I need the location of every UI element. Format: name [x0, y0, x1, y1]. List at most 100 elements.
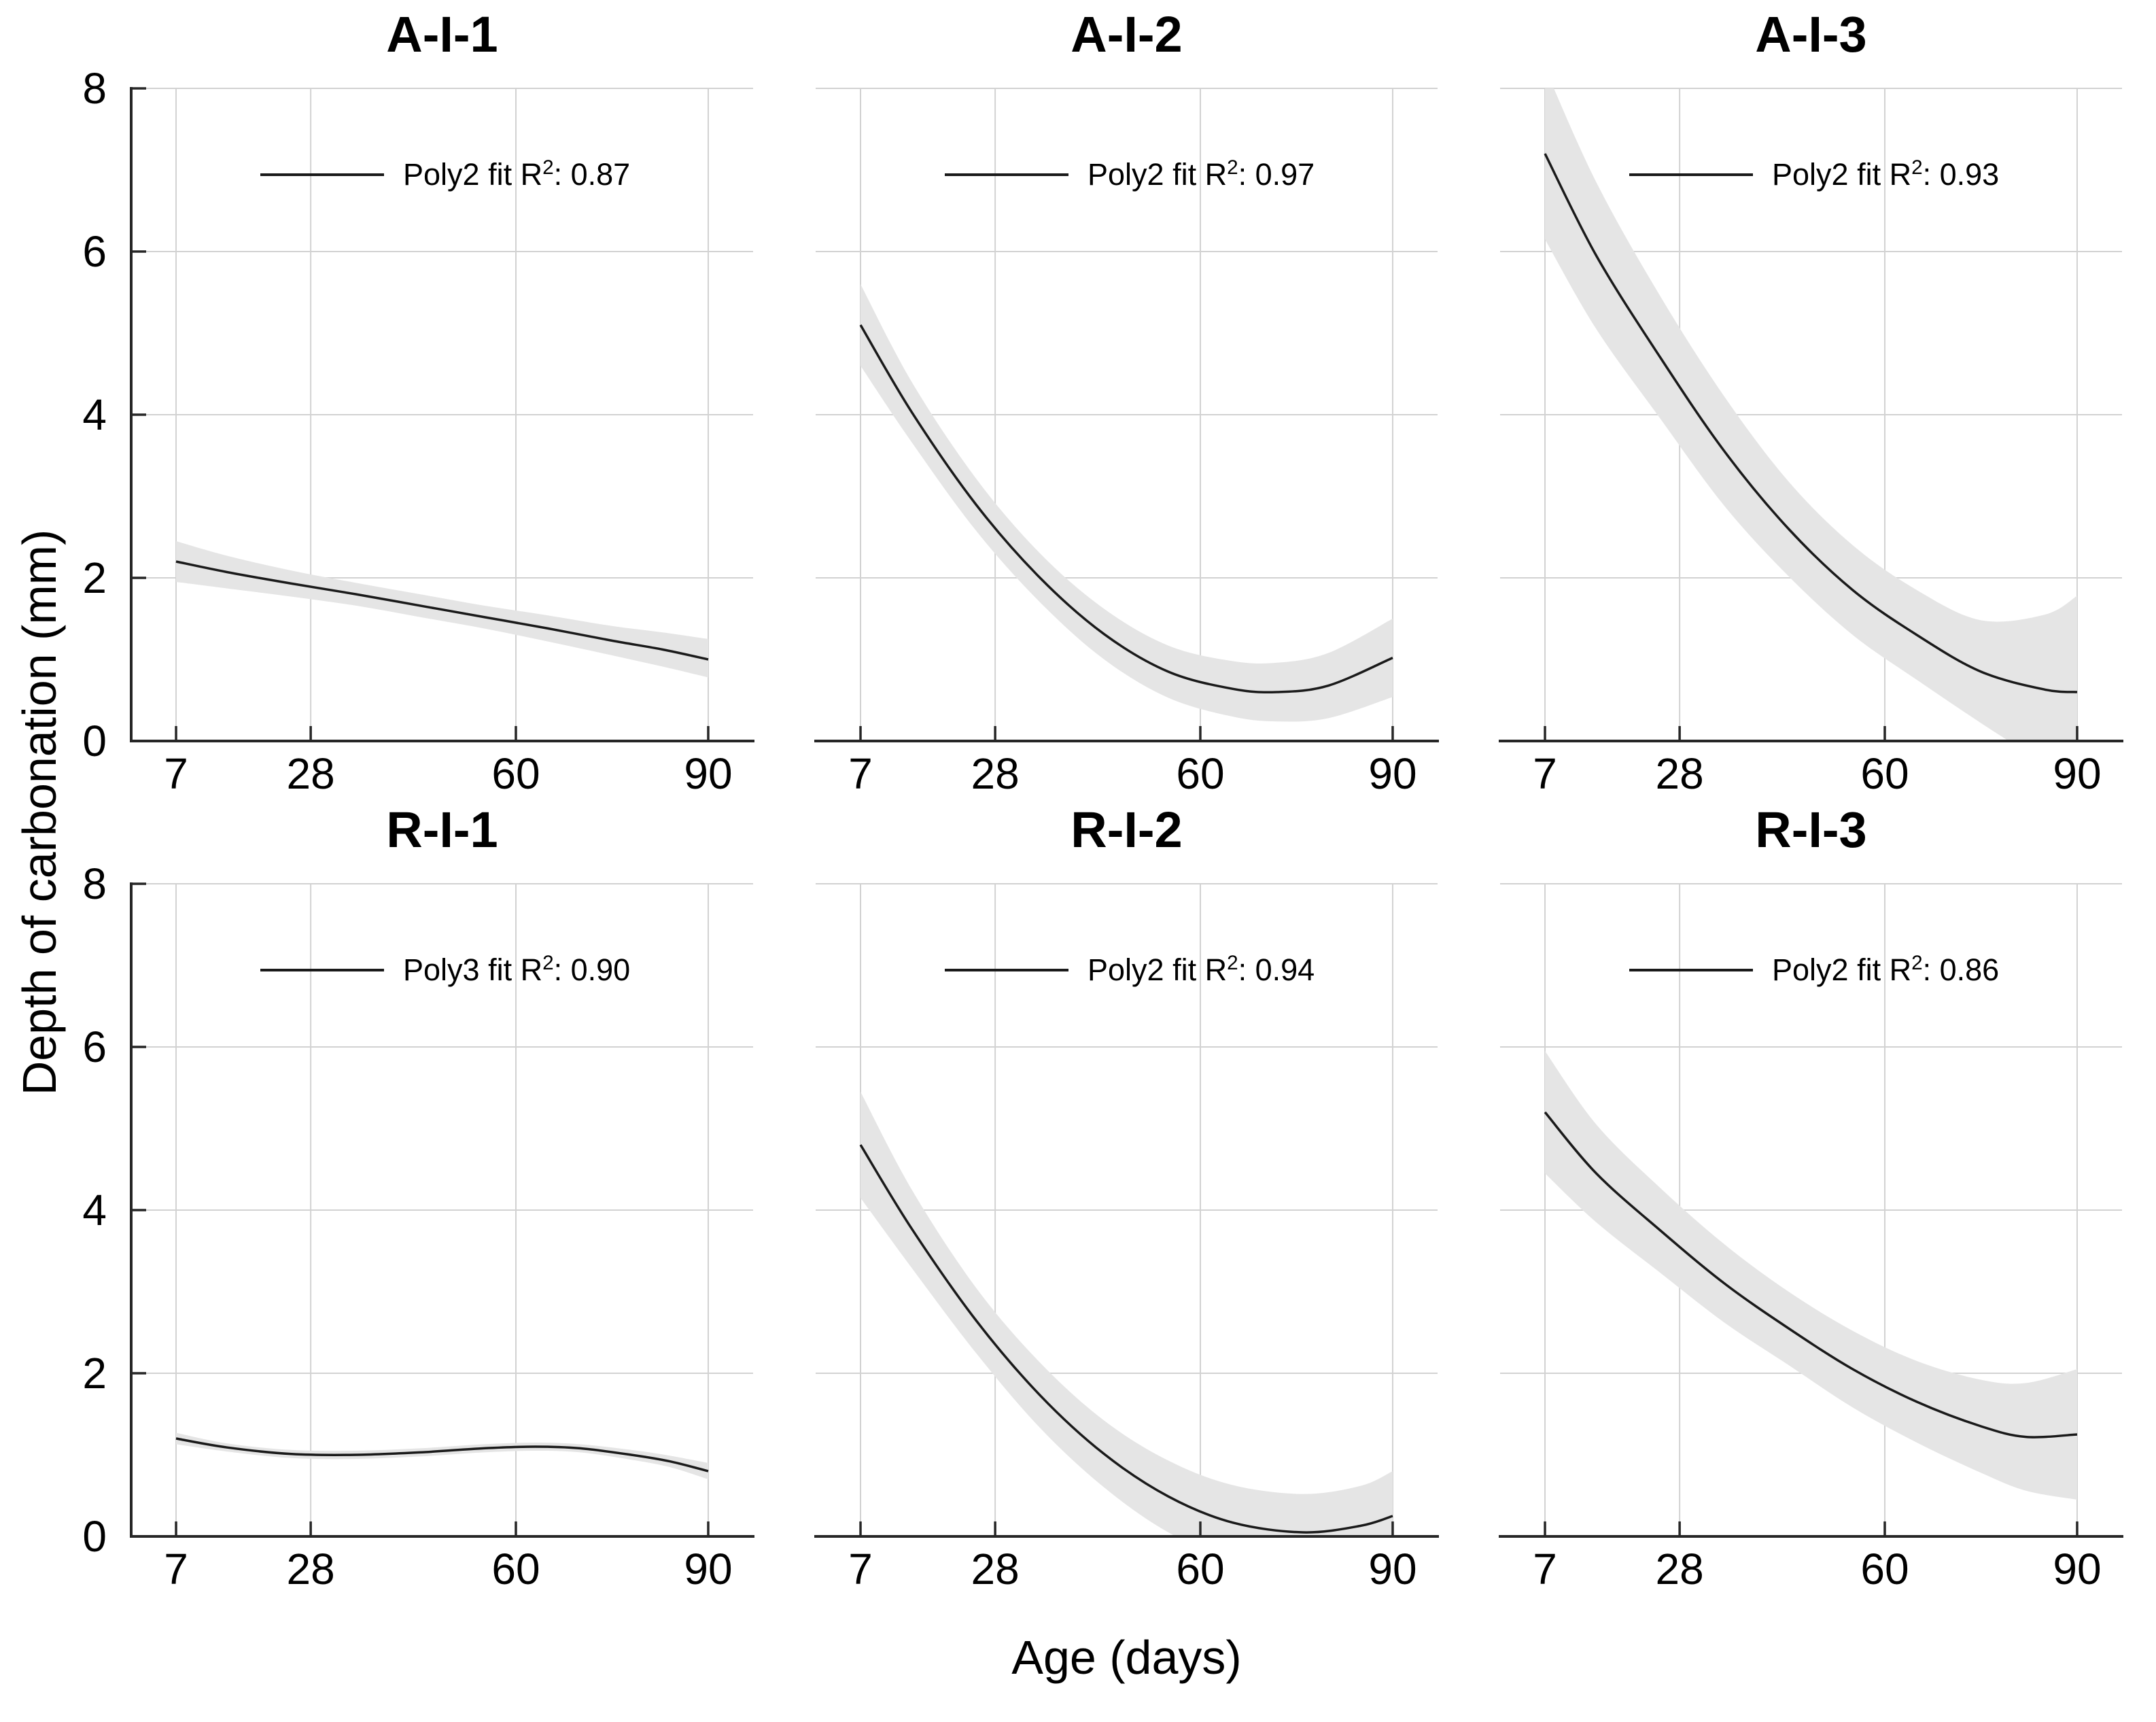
legend-label-text: Poly3 fit R: [403, 952, 543, 987]
legend-label-text: Poly2 fit R: [1772, 157, 1912, 192]
fit-line-legend-swatch: [945, 968, 1068, 971]
x-tick-label: 60: [1176, 1545, 1225, 1594]
subplot-r-i-2: R-I-2 Poly2 fit R2: 0.94 7 28 60 90: [814, 805, 1439, 1591]
fit-line-legend-swatch: [945, 173, 1068, 176]
y-tick-label: 2: [82, 1349, 107, 1398]
fit-line: [175, 1437, 709, 1473]
subplot-title: R-I-3: [1755, 802, 1867, 858]
confidence-band: [176, 1432, 708, 1479]
y-tick-label: 8: [82, 859, 107, 908]
subplot-r-i-1: R-I-1 Poly3 fit R2: 0.90 7 28 60 90 0 2 4 6 8: [82, 805, 754, 1591]
x-tick-label: 7: [1533, 749, 1557, 798]
plot-area: [1499, 883, 2123, 1538]
legend-label-sup: 2: [1911, 156, 1923, 179]
fit-line: [859, 1144, 1393, 1534]
confidence-band: [860, 284, 1393, 722]
x-tick-label: 7: [848, 749, 873, 798]
legend-label-text: Poly2 fit R: [403, 157, 543, 192]
subplot-a-i-3: A-I-3 Poly2 fit R2: 0.93 7 28 60 90: [1499, 10, 2123, 795]
y-tick-label: 4: [82, 390, 107, 439]
fit-line-legend-swatch: [260, 968, 384, 971]
x-tick-label: 60: [491, 1545, 540, 1594]
subplot-a-i-1: A-I-1 Poly2 fit R2: 0.87 7 28 60 90 0 2 4 6 8: [82, 10, 754, 795]
tick-marks: [131, 87, 710, 742]
x-tick-label: 28: [971, 749, 1020, 798]
legend-label-sup: 2: [1911, 952, 1923, 974]
x-tick-label: 7: [164, 749, 188, 798]
x-axis-label: Age (days): [1011, 1631, 1242, 1684]
x-tick-label: 90: [684, 1545, 733, 1594]
fit-line-legend-swatch: [1629, 968, 1753, 971]
fit-line: [859, 324, 1393, 694]
y-tick-label: 0: [82, 1512, 107, 1561]
fit-line: [175, 560, 709, 661]
legend-label-tail: : 0.94: [1238, 952, 1315, 987]
legend-label-tail: : 0.87: [553, 157, 631, 192]
legend-label: Poly2 fit R2: 0.93: [1772, 156, 2000, 192]
tick-marks: [1544, 1521, 2079, 1536]
legend: Poly3 fit R2: 0.90: [260, 952, 630, 987]
legend: Poly2 fit R2: 0.86: [1629, 952, 2000, 987]
legend: Poly2 fit R2: 0.94: [945, 952, 1315, 987]
legend-label-sup: 2: [542, 952, 554, 974]
fit-line: [1544, 153, 2078, 693]
x-tick-label: 90: [2053, 749, 2102, 798]
legend-label-sup: 2: [1227, 156, 1238, 179]
fit-line: [1544, 1111, 2078, 1439]
x-tick-label: 28: [286, 1545, 335, 1594]
legend-label: Poly2 fit R2: 0.94: [1088, 952, 1315, 987]
y-tick-label: 4: [82, 1186, 107, 1235]
x-tick-label: 90: [2053, 1545, 2102, 1594]
x-tick-label: 60: [491, 749, 540, 798]
legend-label: Poly2 fit R2: 0.86: [1772, 952, 2000, 987]
y-axis-label: Depth of carbonation (mm): [13, 529, 66, 1096]
plot-area: [130, 882, 754, 1538]
x-tick-label: 28: [1655, 749, 1704, 798]
grid-lines: [1500, 883, 2122, 1536]
y-tick-label: 8: [82, 64, 107, 113]
legend: Poly2 fit R2: 0.97: [945, 156, 1315, 192]
x-tick-label: 90: [1368, 1545, 1417, 1594]
x-tick-label: 90: [684, 749, 733, 798]
tick-marks: [131, 882, 710, 1538]
grid-lines: [131, 883, 753, 1536]
legend-label-sup: 2: [542, 156, 554, 179]
y-tick-label: 0: [82, 717, 107, 765]
subplot-title: A-I-3: [1755, 6, 1867, 63]
x-tick-label: 28: [286, 749, 335, 798]
subplot-r-i-3: R-I-3 Poly2 fit R2: 0.86 7 28 60 90: [1499, 805, 2123, 1591]
x-tick-label: 7: [1533, 1545, 1557, 1594]
legend: Poly2 fit R2: 0.87: [260, 156, 631, 192]
y-tick-label: 6: [82, 1022, 107, 1071]
subplot-title: A-I-2: [1071, 6, 1183, 63]
x-tick-label: 90: [1368, 749, 1417, 798]
x-tick-label: 7: [164, 1545, 188, 1594]
fit-line-legend-swatch: [260, 173, 384, 176]
plot-area: [130, 87, 754, 742]
legend-label-text: Poly2 fit R: [1088, 157, 1228, 192]
legend-label-tail: : 0.86: [1922, 952, 2000, 987]
y-tick-label: 2: [82, 553, 107, 602]
legend-label-text: Poly2 fit R: [1088, 952, 1228, 987]
legend-label-tail: : 0.93: [1922, 157, 2000, 192]
legend-label: Poly2 fit R2: 0.97: [1088, 156, 1315, 192]
plot-area: [814, 88, 1439, 742]
subplot-title: R-I-1: [386, 802, 498, 858]
fit-line-legend-swatch: [1629, 173, 1753, 176]
x-tick-label: 60: [1860, 749, 1909, 798]
confidence-band: [1545, 1051, 2077, 1500]
x-tick-label: 7: [848, 1545, 873, 1594]
confidence-band: [860, 1092, 1393, 1536]
x-tick-label: 60: [1176, 749, 1225, 798]
subplot-title: R-I-2: [1071, 802, 1183, 858]
x-tick-label: 28: [971, 1545, 1020, 1594]
plot-area: [1499, 88, 2123, 742]
plot-area: [814, 883, 1439, 1538]
subplot-a-i-2: A-I-2 Poly2 fit R2: 0.97 7 28 60 90: [814, 10, 1439, 795]
y-tick-label: 6: [82, 227, 107, 276]
subplot-title: A-I-1: [386, 6, 498, 63]
tick-marks: [1544, 726, 2079, 741]
legend-label-tail: : 0.97: [1238, 157, 1315, 192]
x-tick-label: 60: [1860, 1545, 1909, 1594]
